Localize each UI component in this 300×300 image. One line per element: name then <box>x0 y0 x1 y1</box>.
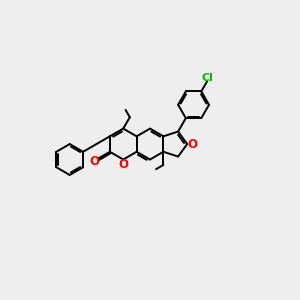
Text: O: O <box>118 158 128 171</box>
Text: O: O <box>90 155 100 168</box>
Text: Cl: Cl <box>201 74 213 83</box>
Text: O: O <box>188 138 197 151</box>
